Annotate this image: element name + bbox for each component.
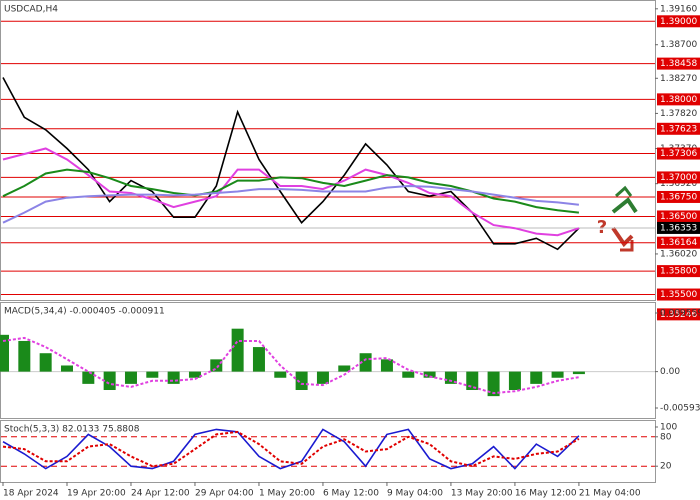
y-tick-label: 1.36020 <box>660 249 697 259</box>
level-label-box <box>657 265 700 278</box>
series-line <box>2 428 580 470</box>
histogram-bar <box>338 365 351 372</box>
histogram-bar <box>18 340 31 372</box>
level-label-box <box>657 190 700 203</box>
level-label-box <box>657 57 700 70</box>
histogram-bar <box>0 334 9 372</box>
level-label: 1.38458 <box>660 59 697 69</box>
histogram-bar <box>60 365 73 372</box>
level-label: 1.35246 <box>660 310 697 320</box>
histogram-bar <box>188 371 201 378</box>
histogram-bar <box>252 347 265 372</box>
x-tick-label: 18 Apr 2024 <box>3 489 59 499</box>
x-tick-label: 24 Apr 12:00 <box>131 489 190 499</box>
histogram-bar <box>551 371 564 378</box>
level-label: 1.35800 <box>660 267 697 277</box>
level-label: 1.37623 <box>660 124 697 134</box>
histogram-bar <box>39 353 52 372</box>
histogram-bar <box>572 371 585 375</box>
series-line <box>2 430 580 468</box>
y-tick-label: 1.38700 <box>660 40 697 50</box>
x-tick-label: 6 May 12:00 <box>323 489 379 499</box>
x-tick-label: 9 May 04:00 <box>387 489 443 499</box>
level-label: 1.36164 <box>660 238 697 248</box>
histogram-bar <box>530 371 543 384</box>
histogram-bar <box>103 371 116 391</box>
y-tick-label: 80 <box>660 432 672 442</box>
level-label: 1.38000 <box>660 95 697 105</box>
level-label: 1.37306 <box>660 149 697 159</box>
histogram-bar <box>146 371 159 378</box>
level-label-box <box>657 308 700 321</box>
stoch-panel <box>0 420 656 483</box>
histogram-bar <box>359 353 372 372</box>
histogram-bar <box>210 359 223 372</box>
level-label-box <box>657 171 700 184</box>
current-price-box <box>657 221 700 234</box>
level-label-box <box>657 122 700 135</box>
down-arrow <box>611 226 634 248</box>
panel-title: Stoch(5,3,3) 82.0133 75.8808 <box>4 425 140 435</box>
x-tick-label: 13 May 20:00 <box>451 489 513 499</box>
level-label-box <box>657 147 700 160</box>
y-tick-label: 1.36920 <box>660 179 697 189</box>
y-tick-label: 1.37820 <box>660 109 697 119</box>
histogram-bar <box>124 371 137 384</box>
x-tick-label: 1 May 20:00 <box>259 489 315 499</box>
histogram-bar <box>231 328 244 372</box>
histogram-bar <box>444 371 457 384</box>
level-label: 1.37000 <box>660 173 697 183</box>
x-tick-label: 16 May 12:00 <box>515 489 577 499</box>
series-line <box>2 147 580 237</box>
y-tick-label: 1.39160 <box>660 4 697 14</box>
histogram-bar <box>380 359 393 372</box>
y-tick-label: 100 <box>660 423 677 433</box>
y-tick-label: 1.38270 <box>660 74 697 84</box>
series-line <box>2 336 580 395</box>
histogram-bar <box>487 371 500 397</box>
x-tick-label: 21 May 04:00 <box>579 489 641 499</box>
level-label-box <box>657 210 700 223</box>
level-label: 1.39000 <box>660 17 697 27</box>
histogram-bar <box>402 371 415 378</box>
current-price-label: 1.36353 <box>660 223 697 233</box>
x-tick-label: 19 Apr 20:00 <box>67 489 126 499</box>
x-tick-label: 29 Apr 04:00 <box>195 489 254 499</box>
level-label-box <box>657 93 700 106</box>
histogram-bar <box>274 371 287 378</box>
y-tick-label: -0.005935 <box>660 404 700 414</box>
up-arrow-head <box>615 185 633 198</box>
main-panel <box>0 0 656 301</box>
up-arrow <box>611 197 638 214</box>
panel-title: MACD(5,34,4) -0.000405 -0.000911 <box>4 307 165 317</box>
histogram-bar <box>466 371 479 391</box>
level-label: 1.36500 <box>660 212 697 222</box>
level-label-box <box>657 15 700 28</box>
y-tick-label: 0.009559 <box>660 309 700 319</box>
level-label-box <box>657 288 700 301</box>
level-label: 1.36750 <box>660 192 697 202</box>
down-arrow-head <box>620 240 634 252</box>
series-line <box>2 77 580 251</box>
level-label: 1.35500 <box>660 290 697 300</box>
y-tick-label: 20 <box>660 462 672 472</box>
y-tick-label: 0.00 <box>660 367 680 377</box>
histogram-bar <box>295 371 308 391</box>
panel-title: USDCAD,H4 <box>4 5 58 15</box>
level-label-box <box>657 236 700 249</box>
histogram-bar <box>167 371 180 384</box>
histogram-bar <box>316 371 329 384</box>
histogram-bar <box>82 371 95 384</box>
histogram-bar <box>508 371 521 391</box>
series-line <box>2 168 580 214</box>
series-line <box>2 184 580 224</box>
histogram-bar <box>423 371 436 378</box>
forecast-arrows <box>611 185 638 252</box>
